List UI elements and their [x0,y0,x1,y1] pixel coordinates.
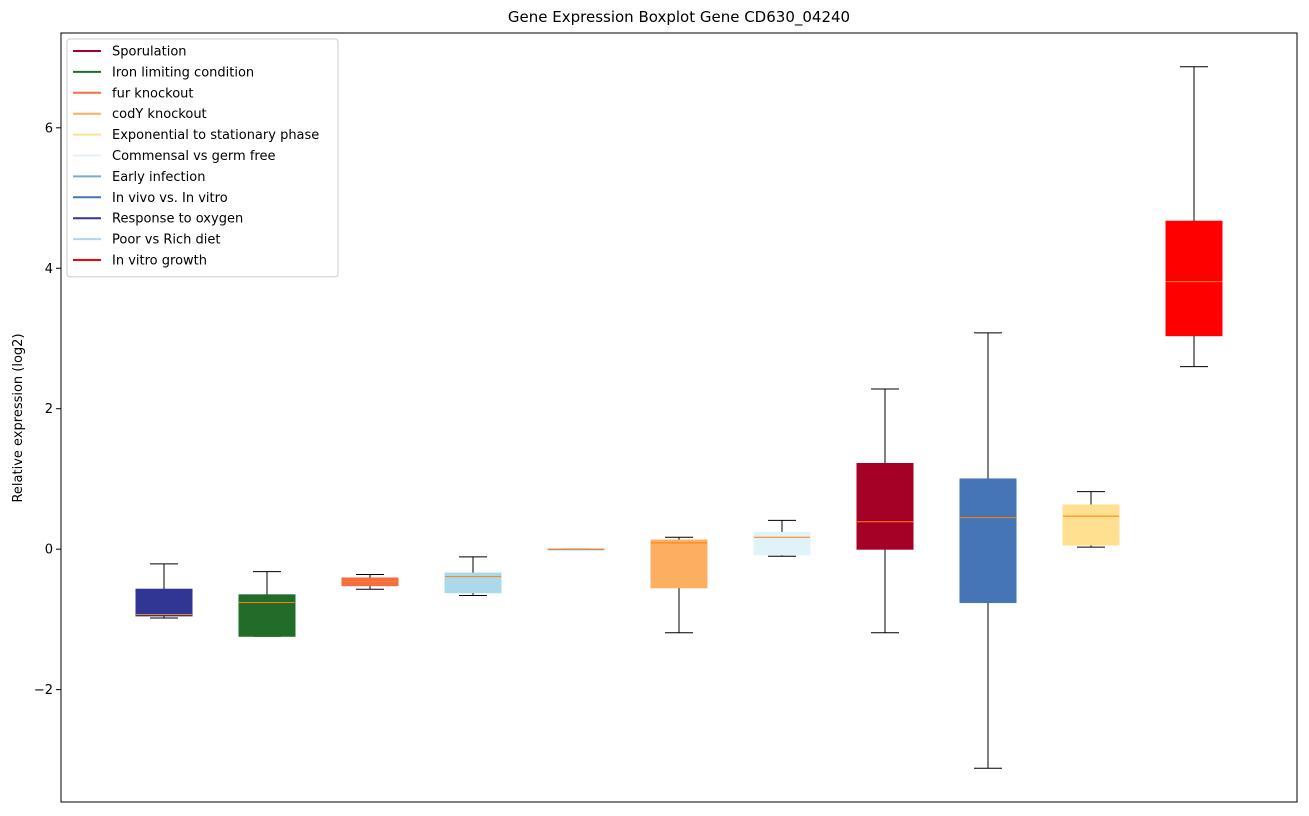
legend-item: Response to oxygen [73,212,243,227]
legend-label: In vitro growth [112,254,207,269]
y-tick-label: 2 [45,402,53,417]
y-axis-label: Relative expression (log2) [11,333,26,502]
legend-item: In vitro growth [73,254,207,269]
legend-item: Iron limiting condition [73,65,254,80]
box-body [959,478,1017,604]
box-body [753,531,811,556]
box-sporulation [856,388,914,634]
box-body [238,594,296,637]
legend-label: Early infection [112,170,205,185]
legend-label: codY knockout [112,107,207,122]
box-body [856,462,914,550]
legend-label: Response to oxygen [112,212,243,227]
legend-item: codY knockout [73,107,207,122]
box-cody-knockout [650,536,708,634]
box-fur-knockout [341,573,399,590]
box-exponential-to-stationary-phase [1062,491,1120,548]
legend-item: fur knockout [73,86,194,101]
legend-item: Poor vs Rich diet [73,233,220,248]
box-iron-limiting-condition [238,571,296,637]
legend-item: In vivo vs. In vitro [73,191,228,206]
box-body [650,539,708,589]
y-tick-label: 4 [45,262,53,277]
legend-label: Sporulation [112,45,187,60]
box-commensal-vs-germ-free [753,519,811,557]
box-in-vitro-growth [1165,66,1223,368]
legend-item: Sporulation [73,45,187,60]
y-tick-label: 6 [45,121,53,136]
legend-label: In vivo vs. In vitro [112,191,228,206]
legend-label: Exponential to stationary phase [112,128,319,143]
box-early-infection [547,548,605,551]
legend-label: Poor vs Rich diet [112,233,220,248]
plot-frame [60,32,1298,803]
box-poor-vs-rich-diet [444,556,502,597]
boxes-layer [135,66,1223,769]
box-body [135,588,193,617]
legend-label: fur knockout [112,86,194,101]
box-body [444,572,502,594]
legend-frame [66,38,339,278]
legend-label: Commensal vs germ free [112,149,275,164]
box-body [1062,504,1120,546]
box-body [1165,220,1223,337]
legend: Sporulation Iron limiting condition fur kn… [66,38,339,278]
box-response-to-oxygen [135,563,193,619]
legend-label: Iron limiting condition [112,65,254,80]
box-in-vivo-vs-in-vitro [959,332,1017,769]
legend-item: Commensal vs germ free [73,149,275,164]
y-tick-label: −2 [34,683,53,698]
y-tick-label: 0 [45,543,53,558]
legend-item: Early infection [73,170,205,185]
y-axis: −2 0 2 4 6 [34,121,61,698]
legend-item: Exponential to stationary phase [73,128,319,143]
chart-title: Gene Expression Boxplot Gene CD630_04240 [508,8,850,27]
